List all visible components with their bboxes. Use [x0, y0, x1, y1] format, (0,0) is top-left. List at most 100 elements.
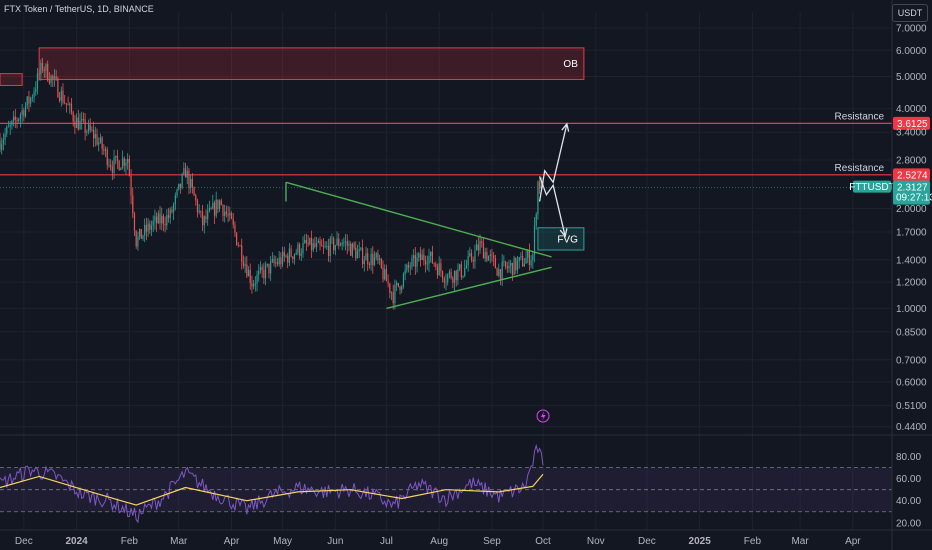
candle-body [435, 264, 437, 267]
candle-body [518, 257, 520, 262]
candle-body [65, 103, 67, 105]
triangle-lower-line[interactable] [386, 266, 552, 310]
candle-body [166, 215, 168, 226]
time-tick-label: Feb [744, 536, 762, 547]
candle-body [222, 205, 224, 216]
candle-body [123, 158, 125, 166]
candle-body [125, 162, 127, 166]
price-tick-label: 0.4400 [896, 422, 927, 433]
countdown-label: 09:27:13 [896, 193, 932, 204]
candle-body [13, 116, 15, 121]
candle-body [261, 267, 263, 271]
candle-body [239, 245, 241, 247]
candle-body [41, 62, 44, 70]
candle-body [285, 255, 287, 257]
candle-body [208, 207, 210, 211]
candle-body [108, 164, 110, 166]
candle-body [217, 199, 219, 210]
candle-body [419, 253, 422, 260]
candle-body [467, 255, 469, 266]
candle-body [118, 160, 120, 171]
candle-body [380, 258, 382, 268]
currency-button[interactable]: USDT [892, 4, 928, 22]
candle-body [1, 143, 3, 150]
candle-body [440, 263, 442, 272]
candle-body [263, 270, 265, 279]
zone-box[interactable] [0, 73, 23, 86]
candle-body [266, 263, 268, 266]
candle-body [423, 254, 425, 261]
candle-body [401, 286, 403, 291]
candle-body [198, 210, 200, 213]
candle-body [278, 257, 280, 265]
candle-body [229, 212, 231, 216]
zone-fvg[interactable] [537, 227, 585, 251]
candle-body [493, 255, 495, 259]
projection-down-arrow[interactable] [538, 176, 566, 237]
candle-body [504, 261, 507, 267]
candle-body [319, 240, 321, 246]
candle-body [535, 214, 537, 226]
candle-body [138, 229, 141, 237]
zone-label: FVG [557, 234, 578, 245]
candle-body [21, 110, 23, 115]
candle-body [62, 90, 64, 103]
candle-body [19, 114, 22, 120]
candle-body [355, 247, 357, 259]
projection-up-arrow[interactable] [538, 123, 568, 202]
zone-ob[interactable] [38, 47, 585, 80]
candle-body [11, 120, 13, 125]
candle-body [152, 220, 154, 226]
time-tick-label: Oct [535, 536, 551, 547]
time-tick-label: May [273, 536, 292, 547]
resistance-label: Resistance [835, 163, 885, 174]
candle-body [120, 167, 122, 171]
candle-body [525, 257, 527, 264]
candle-body [283, 251, 285, 257]
candle-body [9, 124, 11, 127]
candle-body [307, 243, 309, 245]
candle-body [101, 137, 103, 149]
candle-body [314, 243, 316, 248]
candle-body [416, 257, 418, 267]
candle-body [353, 243, 355, 248]
price-tick-label: 1.4000 [896, 255, 927, 266]
candle-body [430, 251, 432, 256]
candle-body [476, 244, 478, 251]
candle-body [360, 247, 362, 250]
candle-body [203, 216, 205, 226]
candle-body [537, 181, 539, 215]
candle-body [404, 270, 406, 275]
candle-body [409, 266, 411, 268]
candle-body [113, 157, 115, 173]
candle-body [333, 238, 335, 251]
candle-body [438, 263, 440, 276]
candle-body [48, 80, 50, 83]
price-tick-label: 2.0000 [896, 204, 927, 215]
price-tick-label: 5.0000 [896, 72, 927, 83]
time-tick-label: Feb [121, 536, 139, 547]
lightning-icon[interactable] [536, 409, 550, 423]
candle-body [389, 283, 391, 293]
candle-body [149, 223, 151, 230]
price-tick-label: 3.4000 [896, 128, 927, 139]
candle-body [375, 253, 377, 258]
candle-body [35, 88, 37, 92]
triangle-upper-line[interactable] [285, 181, 552, 258]
candle-body [392, 292, 394, 304]
candle-body [14, 116, 16, 120]
candle-body [281, 251, 284, 265]
time-tick-label: 2025 [689, 536, 712, 547]
candle-body [523, 263, 525, 267]
candle-body [510, 262, 512, 266]
candle-body [128, 158, 130, 176]
candle-body [397, 282, 399, 287]
candle-body [372, 253, 374, 265]
candle-body [205, 216, 207, 220]
candle-body [43, 69, 45, 71]
candle-body [67, 104, 69, 106]
candle-body [299, 244, 301, 256]
candle-body [30, 97, 32, 104]
candle-body [407, 264, 410, 268]
